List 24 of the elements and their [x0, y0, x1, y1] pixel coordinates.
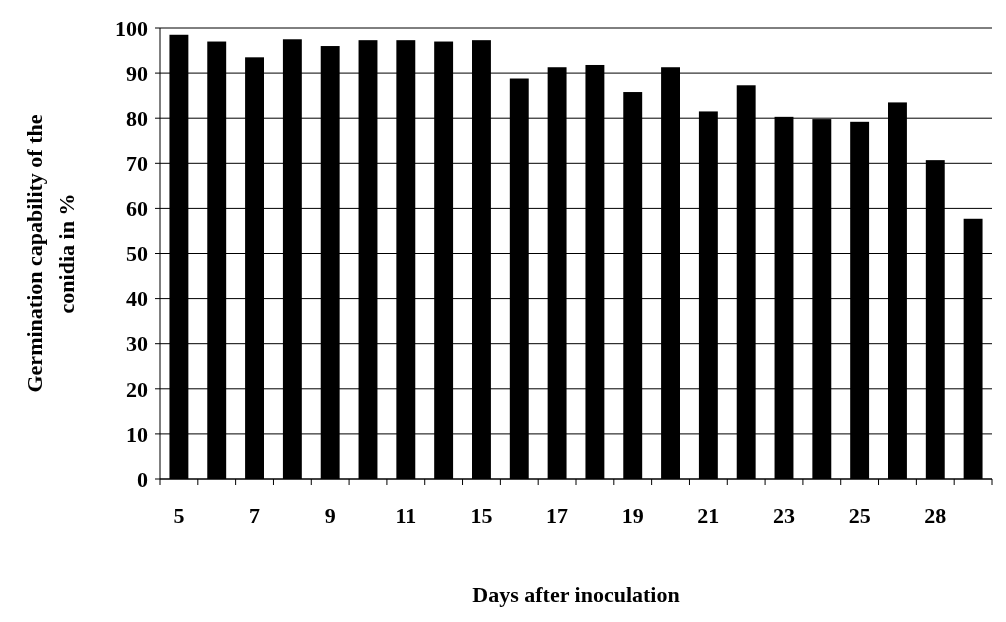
x-tick-label: 17	[546, 503, 569, 528]
x-axis-title: Days after inoculation	[472, 582, 680, 607]
x-tick-label: 9	[324, 503, 336, 528]
x-tick-label: 28	[924, 503, 947, 528]
x-tick-label: 7	[249, 503, 261, 528]
y-tick-label: 100	[115, 15, 148, 41]
y-tick-label: 90	[126, 60, 148, 86]
x-tick-label: 15	[470, 503, 493, 528]
y-tick-label: 20	[126, 376, 148, 402]
y-tick-label: 60	[126, 196, 148, 222]
x-tick-label: 19	[621, 503, 644, 528]
y-tick-label: 10	[126, 421, 148, 447]
x-tick-label: 5	[173, 503, 185, 528]
y-tick-label: 50	[126, 241, 148, 267]
x-tick-label: 11	[395, 503, 417, 528]
y-axis-title: Germination capability of the conidia in %	[22, 114, 79, 393]
y-tick-label: 30	[126, 331, 148, 357]
y-tick-label: 40	[126, 286, 148, 312]
y-tick-label: 70	[126, 151, 148, 176]
x-tick-label: 25	[848, 503, 871, 528]
y-tick-label: 80	[126, 105, 148, 131]
x-tick-label: 23	[773, 503, 795, 528]
x-tick-label: 21	[697, 503, 720, 528]
y-tick-label: 0	[137, 466, 148, 492]
